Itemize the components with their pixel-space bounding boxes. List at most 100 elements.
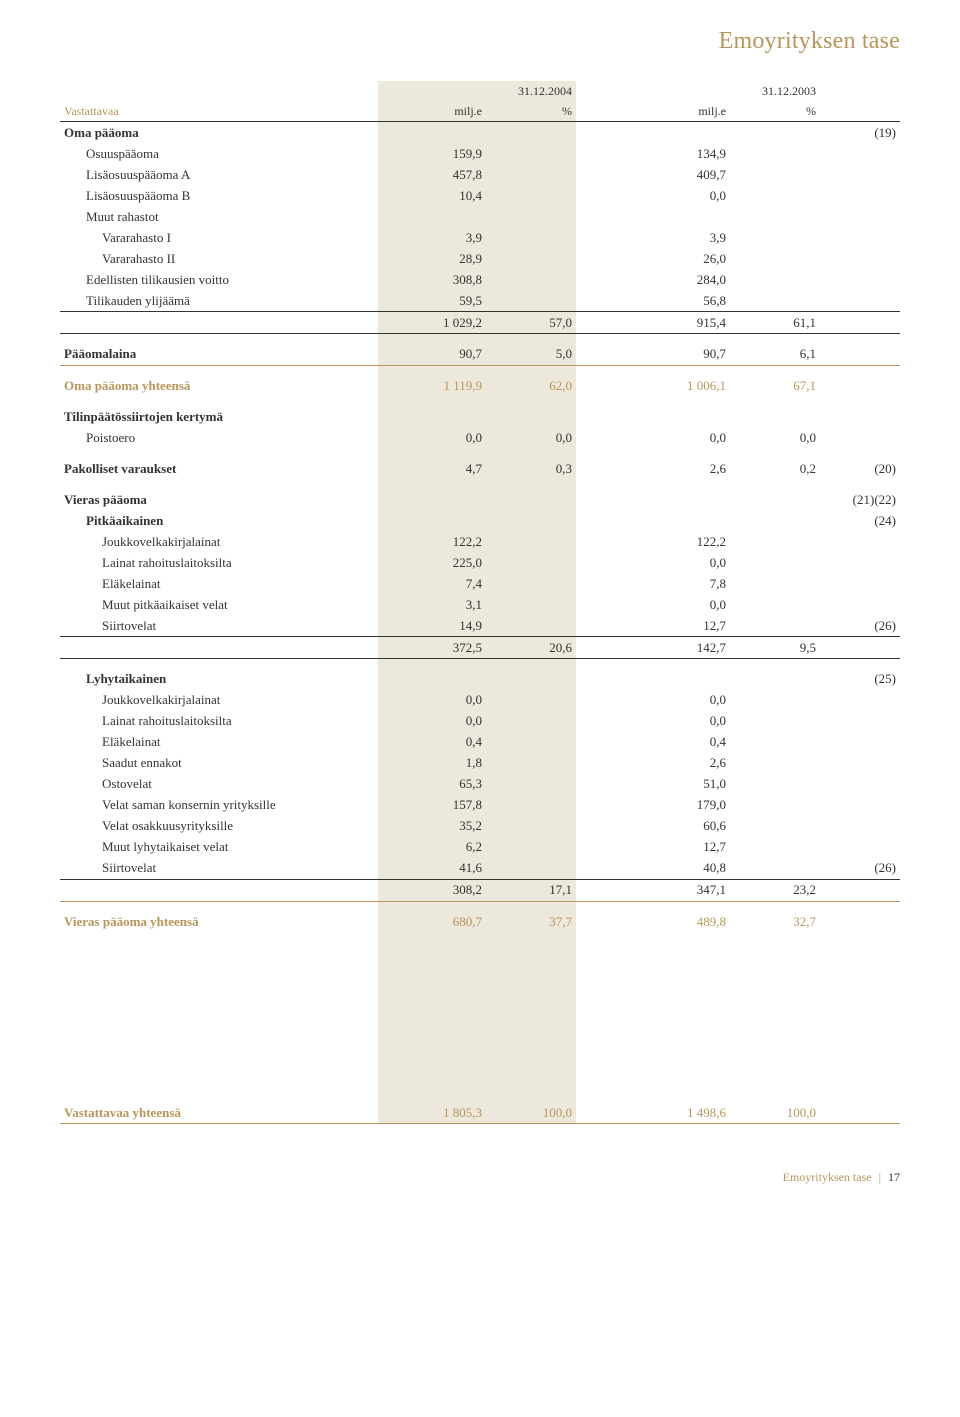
cell: 122,2	[378, 531, 486, 552]
cell: 1,8	[378, 753, 486, 774]
row-label: Saadut ennakot	[60, 753, 378, 774]
table-row: Muut lyhytaikaiset velat6,212,7	[60, 837, 900, 858]
table-row: Lainat rahoituslaitoksilta0,00,0	[60, 711, 900, 732]
row-label: Tilinpäätössiirtojen kertymä	[60, 406, 378, 427]
cell: 90,7	[622, 344, 730, 366]
cell: 409,7	[622, 164, 730, 185]
cell: 0,2	[730, 458, 820, 479]
balance-sheet-table: 31.12.2004 31.12.2003 Vastattavaa milj.e…	[60, 81, 900, 1124]
row-label: Muut rahastot	[60, 206, 378, 227]
cell: 26,0	[622, 248, 730, 269]
unit-2004: milj.e	[378, 101, 486, 122]
cell: 0,0	[378, 690, 486, 711]
cell: 17,1	[486, 879, 576, 901]
cell: 2,6	[622, 753, 730, 774]
cell: 7,4	[378, 573, 486, 594]
table-row: Siirtovelat41,640,8(26)	[60, 858, 900, 880]
note-ref: (19)	[820, 122, 900, 144]
page-footer: Emoyrityksen tase | 17	[60, 1170, 900, 1185]
cell: 67,1	[730, 375, 820, 396]
table-row: Ostovelat65,351,0	[60, 774, 900, 795]
row-label: Eläkelainat	[60, 732, 378, 753]
subtotal-row: 372,5 20,6 142,7 9,5	[60, 637, 900, 659]
note-ref: (21)(22)	[820, 489, 900, 510]
cell: 6,1	[730, 344, 820, 366]
vastattavaa-yht-row: Vastattavaa yhteensä 1 805,3 100,0 1 498…	[60, 1102, 900, 1124]
subtotal-row: 1 029,2 57,0 915,4 61,1	[60, 312, 900, 334]
cell: 40,8	[622, 858, 730, 880]
pitkaaikainen-title-row: Pitkäaikainen (24)	[60, 510, 900, 531]
pct-2003: %	[730, 101, 820, 122]
row-label: Muut pitkäaikaiset velat	[60, 594, 378, 615]
table-row: Joukkovelkakirjalainat0,00,0	[60, 690, 900, 711]
cell: 1 006,1	[622, 375, 730, 396]
footer-section: Emoyrityksen tase	[783, 1170, 872, 1184]
cell: 100,0	[730, 1102, 820, 1124]
cell: 6,2	[378, 837, 486, 858]
cell: 142,7	[622, 637, 730, 659]
cell: 5,0	[486, 344, 576, 366]
subtotal-row: 308,2 17,1 347,1 23,2	[60, 879, 900, 901]
vieras-yht-row: Vieras pääoma yhteensä 680,7 37,7 489,8 …	[60, 911, 900, 932]
cell: 0,0	[622, 690, 730, 711]
oma-paaoma-yht-row: Oma pääoma yhteensä 1 119,9 62,0 1 006,1…	[60, 375, 900, 396]
cell: 915,4	[622, 312, 730, 334]
cell: 12,7	[622, 615, 730, 637]
cell: 284,0	[622, 269, 730, 290]
row-label: Vieras pääoma yhteensä	[60, 911, 378, 932]
cell: 3,9	[378, 227, 486, 248]
header-dates: 31.12.2004 31.12.2003	[60, 81, 900, 101]
cell: 0,0	[622, 711, 730, 732]
cell: 122,2	[622, 531, 730, 552]
tilinpaatos-title-row: Tilinpäätössiirtojen kertymä	[60, 406, 900, 427]
row-label: Oma pääoma yhteensä	[60, 375, 378, 396]
table-row: Velat osakkuusyrityksille35,260,6	[60, 816, 900, 837]
cell: 457,8	[378, 164, 486, 185]
cell: 347,1	[622, 879, 730, 901]
cell: 12,7	[622, 837, 730, 858]
cell: 0,0	[730, 427, 820, 448]
row-label: Vastattavaa yhteensä	[60, 1102, 378, 1124]
cell: 2,6	[622, 458, 730, 479]
cell: 20,6	[486, 637, 576, 659]
date-2003: 31.12.2003	[762, 84, 816, 98]
table-row: Vararahasto I3,93,9	[60, 227, 900, 248]
row-label: Vieras pääoma	[60, 489, 378, 510]
cell: 0,0	[622, 427, 730, 448]
cell: 159,9	[378, 143, 486, 164]
cell: 308,8	[378, 269, 486, 290]
row-label: Pääomalaina	[60, 344, 378, 366]
paaomalaina-row: Pääomalaina 90,7 5,0 90,7 6,1	[60, 344, 900, 366]
cell: 0,0	[622, 185, 730, 206]
row-label: Lisäosuuspääoma B	[60, 185, 378, 206]
table-row: Velat saman konsernin yrityksille157,817…	[60, 795, 900, 816]
table-row: Lainat rahoituslaitoksilta225,00,0	[60, 552, 900, 573]
note-ref: (26)	[820, 858, 900, 880]
cell: 90,7	[378, 344, 486, 366]
cell: 0,0	[486, 427, 576, 448]
table-row: Joukkovelkakirjalainat122,2122,2	[60, 531, 900, 552]
cell: 35,2	[378, 816, 486, 837]
row-label: Lainat rahoituslaitoksilta	[60, 552, 378, 573]
cell: 0,4	[622, 732, 730, 753]
lyhytaikainen-title-row: Lyhytaikainen (25)	[60, 669, 900, 690]
cell: 51,0	[622, 774, 730, 795]
row-label: Velat saman konsernin yrityksille	[60, 795, 378, 816]
cell: 1 498,6	[622, 1102, 730, 1124]
cell: 57,0	[486, 312, 576, 334]
note-ref: (24)	[820, 510, 900, 531]
row-label: Siirtovelat	[60, 615, 378, 637]
cell: 28,9	[378, 248, 486, 269]
date-2004: 31.12.2004	[518, 84, 572, 98]
table-row: Lisäosuuspääoma A457,8409,7	[60, 164, 900, 185]
row-label: Pakolliset varaukset	[60, 458, 378, 479]
vastattavaa-label: Vastattavaa	[60, 101, 378, 122]
table-row: Muut rahastot	[60, 206, 900, 227]
row-label: Joukkovelkakirjalainat	[60, 531, 378, 552]
cell: 65,3	[378, 774, 486, 795]
cell: 56,8	[622, 290, 730, 312]
cell: 4,7	[378, 458, 486, 479]
unit-2003: milj.e	[622, 101, 730, 122]
row-label: Vararahasto II	[60, 248, 378, 269]
cell: 179,0	[622, 795, 730, 816]
